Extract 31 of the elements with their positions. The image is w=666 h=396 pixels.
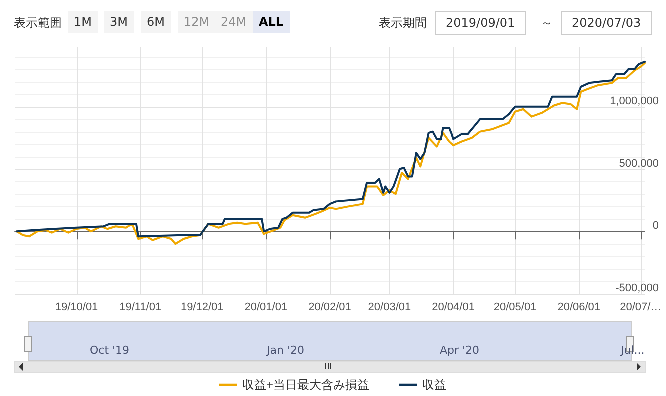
x-tick-label: 20/02/01 [308, 302, 352, 314]
range-button: 12M [178, 11, 216, 33]
x-tick-label: 20/05/01 [494, 302, 537, 314]
text: Apr '20 [440, 344, 480, 357]
text: 表示範囲 [14, 15, 62, 32]
y-tick-label: 1,000,000 [610, 95, 659, 108]
text: ～ [541, 15, 553, 32]
x-tick-label: 19/10/01 [55, 302, 98, 314]
y-tick-label: 500,000 [619, 158, 659, 170]
legend-label: 収益+当日最大含み損益 [242, 378, 370, 392]
x-tick-label: 19/12/01 [180, 302, 224, 314]
text: Jul... [621, 344, 645, 357]
range-button: 1M [68, 11, 98, 33]
range-button: ALL [253, 11, 290, 33]
x-tick-label: 20/07/… [620, 302, 662, 314]
x-tick-label: 20/06/01 [558, 302, 601, 314]
date-field: 2020/07/03 [561, 11, 652, 35]
range-button: 6M [141, 11, 171, 33]
y-tick-label: 0 [652, 220, 659, 232]
date-field: 2019/09/01 [435, 11, 526, 35]
text: Oct '19 [90, 344, 130, 357]
x-tick-label: 20/03/01 [368, 302, 412, 314]
range-button: 24M [215, 11, 253, 33]
x-tick-label: 20/04/01 [432, 302, 475, 314]
x-tick-label: 20/01/01 [244, 302, 288, 314]
y-tick-label: -500,000 [616, 282, 659, 294]
x-tick-label: 19/11/01 [120, 302, 162, 314]
text: Jan '20 [267, 344, 304, 357]
legend-label: 収益 [422, 378, 447, 392]
range-button: 3M [104, 11, 134, 33]
text: 表示期間 [379, 15, 427, 32]
